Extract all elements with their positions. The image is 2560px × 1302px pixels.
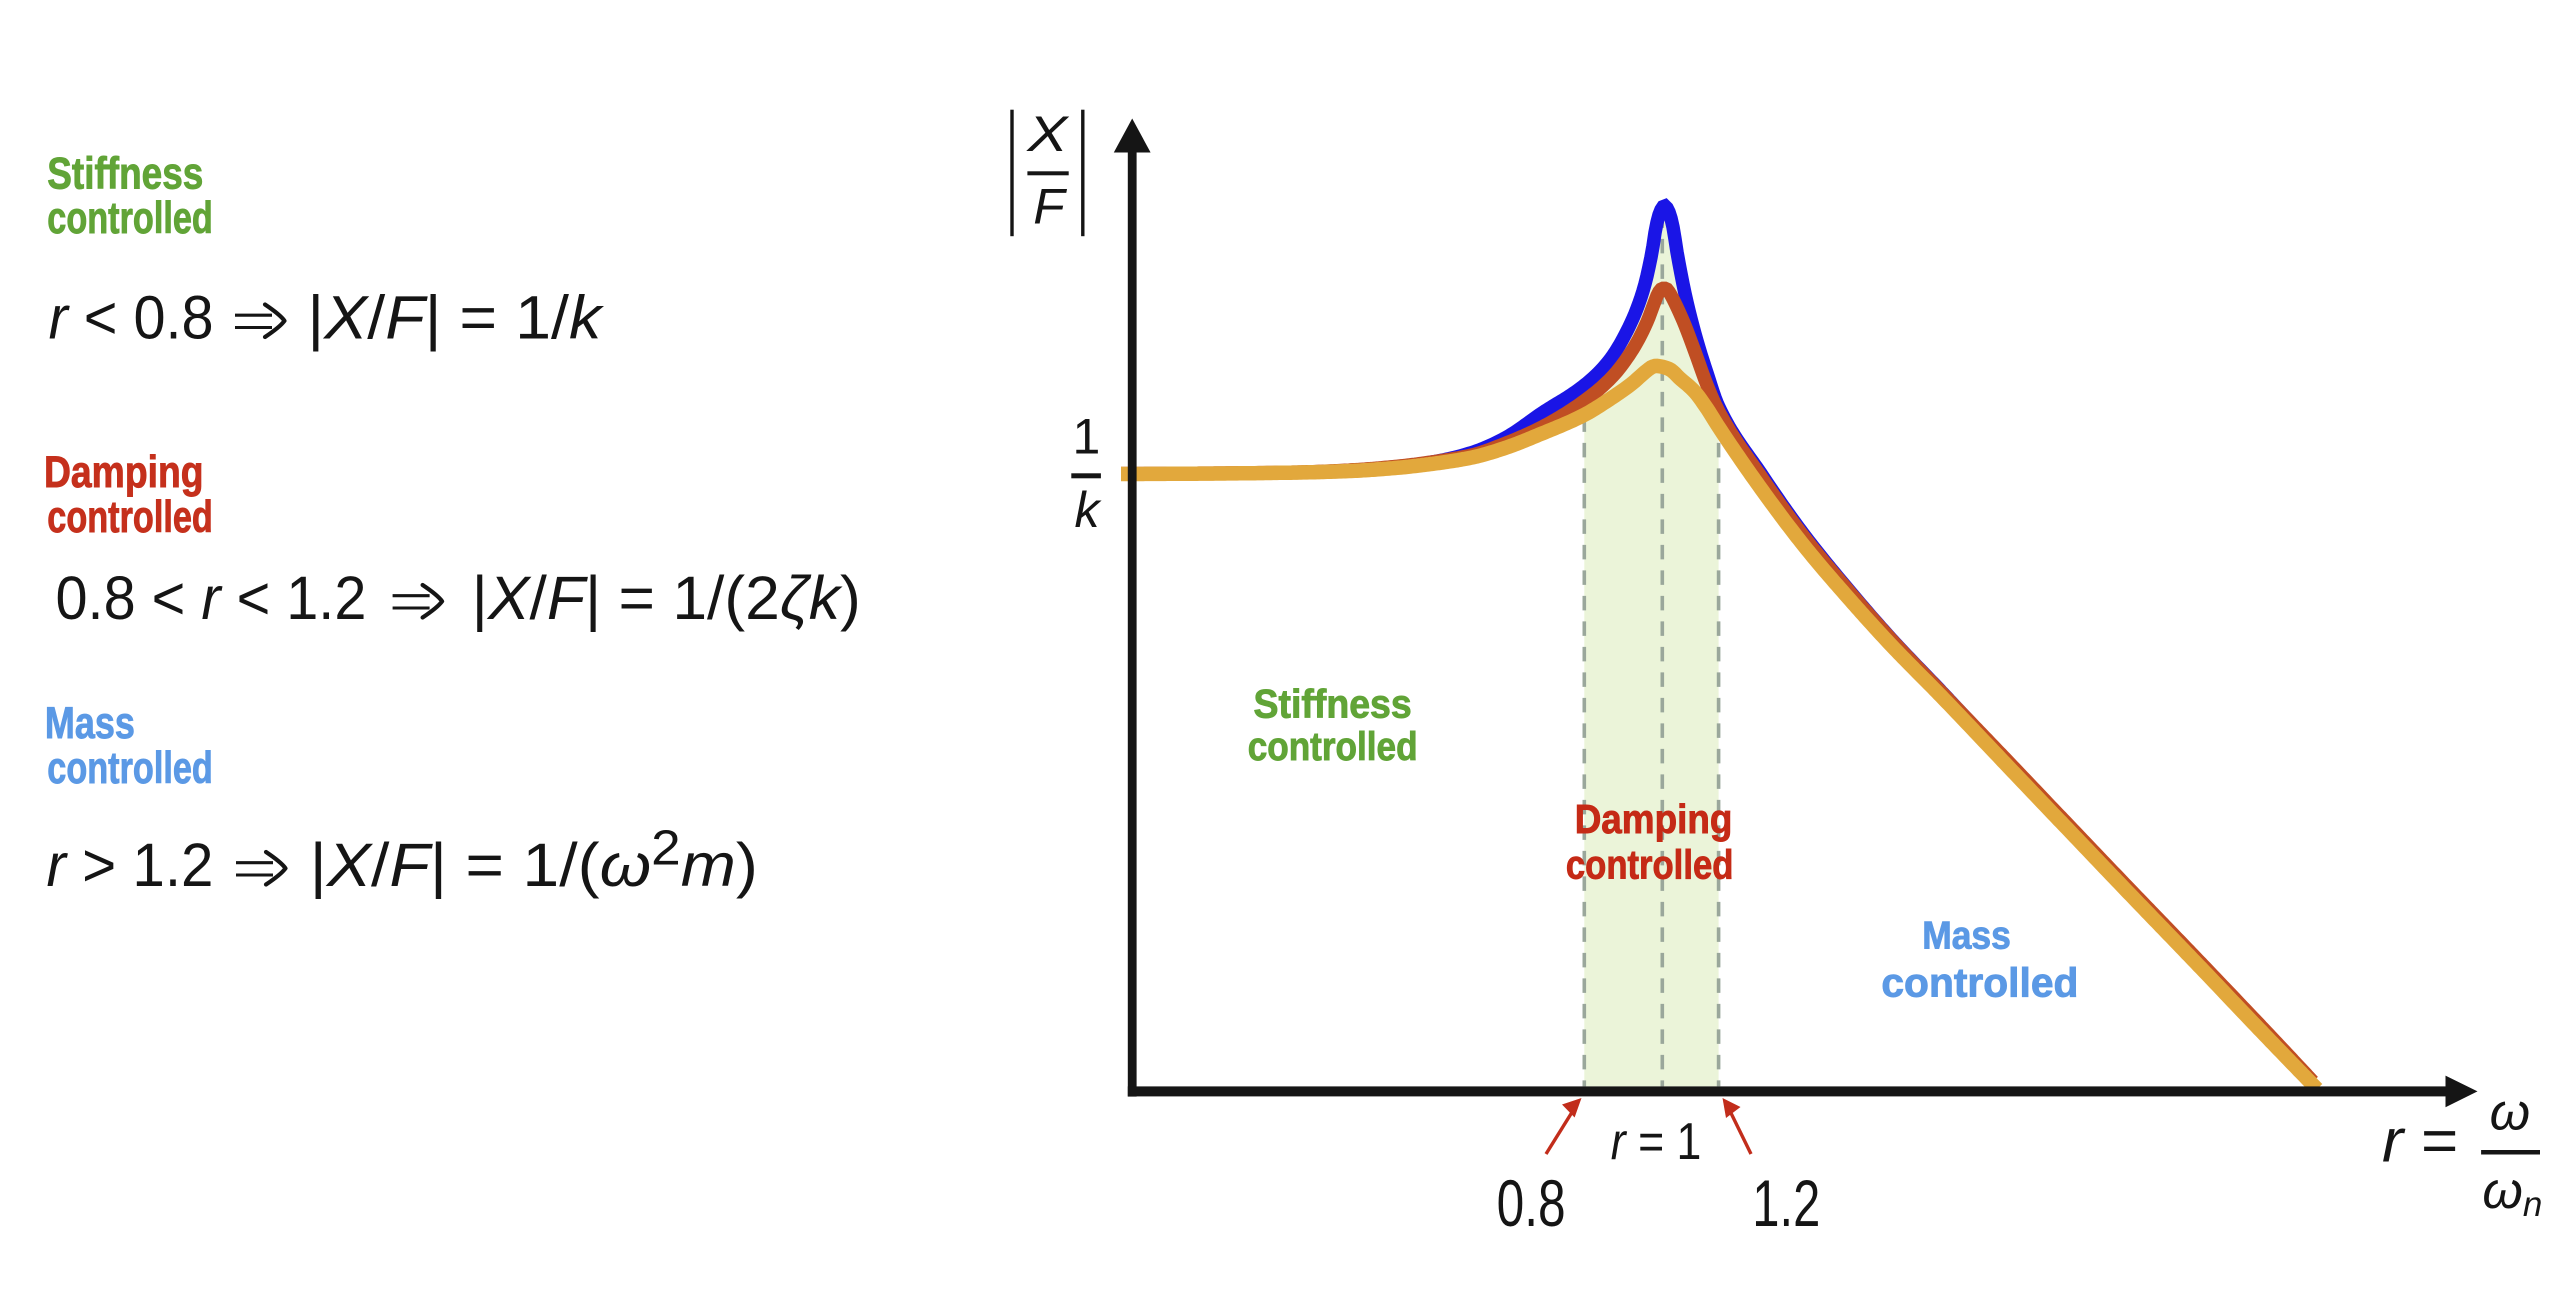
svg-text:0.8 < r < 1.2: 0.8 < r < 1.2 — [56, 564, 367, 632]
svg-text:r > 1.2: r > 1.2 — [47, 831, 214, 899]
svg-text:Stiffness: Stiffness — [1254, 683, 1412, 727]
svg-text:Damping: Damping — [1575, 796, 1733, 842]
svg-text:X: X — [1026, 105, 1070, 162]
svg-text:Mass: Mass — [45, 699, 135, 748]
svg-text:|X/F| = 1/(2ζk): |X/F| = 1/(2ζk) — [472, 564, 861, 632]
svg-text:k: k — [1075, 482, 1103, 538]
svg-text:|X/F| = 1/(ω2​m): |X/F| = 1/(ω2​m) — [310, 822, 758, 899]
svg-text:controlled: controlled — [1248, 725, 1418, 769]
svg-text:Damping: Damping — [44, 448, 204, 497]
svg-text:1: 1 — [1072, 409, 1100, 465]
svg-text:r = 1: r = 1 — [1611, 1113, 1702, 1171]
svg-text:r =: r = — [2382, 1106, 2458, 1174]
svg-text:controlled: controlled — [47, 194, 213, 243]
svg-text:|X/F| = 1/k: |X/F| = 1/k — [307, 284, 605, 352]
svg-text:ωn: ωn — [2482, 1162, 2542, 1224]
svg-text:F: F — [1033, 178, 1068, 235]
svg-text:controlled: controlled — [1881, 959, 2078, 1005]
svg-text:Mass: Mass — [1922, 915, 2011, 958]
svg-text:controlled: controlled — [1566, 842, 1734, 888]
svg-text:ω: ω — [2490, 1083, 2531, 1141]
svg-text:Stiffness: Stiffness — [47, 149, 203, 198]
svg-text:controlled: controlled — [47, 744, 213, 793]
svg-text:r < 0.8: r < 0.8 — [49, 284, 214, 352]
svg-text:0.8: 0.8 — [1497, 1166, 1566, 1240]
svg-text:controlled: controlled — [47, 493, 213, 542]
svg-text:1.2: 1.2 — [1752, 1166, 1820, 1240]
